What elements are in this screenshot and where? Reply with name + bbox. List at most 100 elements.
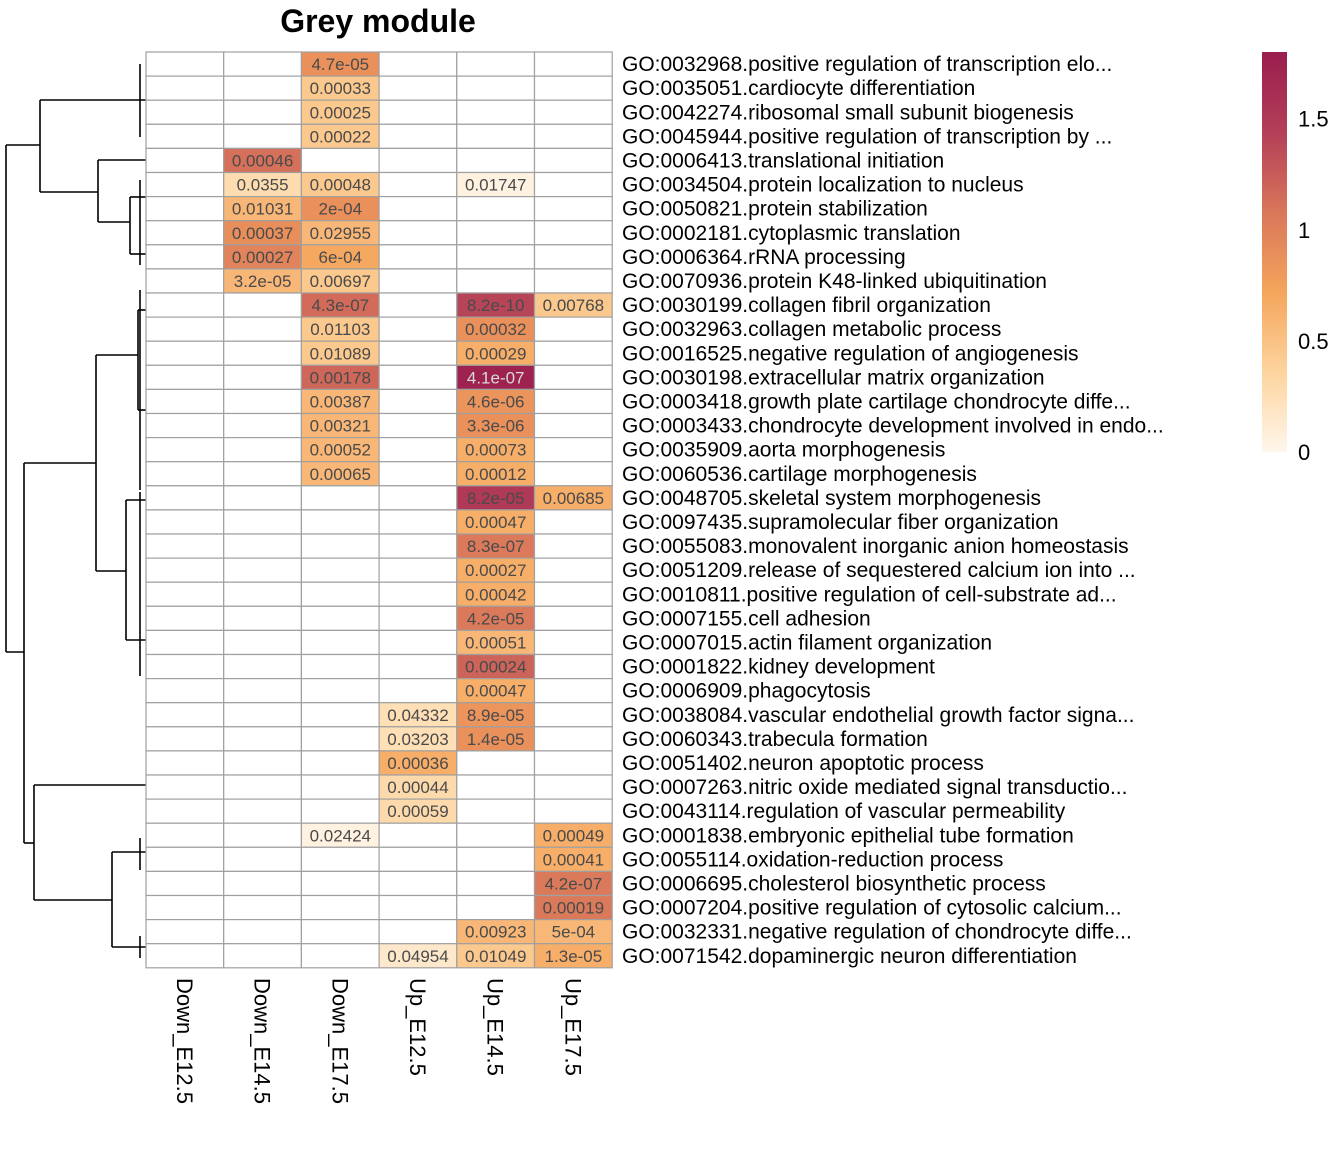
heatmap-cell [300,581,380,607]
heatmap-cell [300,485,380,511]
heatmap-cell [300,461,380,487]
row-label: GO:0051402.neuron apoptotic process [622,752,984,775]
cell-value-label: 0.00047 [465,682,526,701]
cell-value-label: 1.3e-05 [545,947,603,966]
heatmap-cell [456,244,536,270]
cell-value-label: 0.00041 [543,850,604,869]
heatmap-cell [533,605,613,631]
heatmap-cell [145,509,225,535]
heatmap-cell [378,292,458,318]
heatmap-cell [223,726,302,752]
heatmap-cell [533,894,613,921]
heatmap-cell [533,702,613,728]
heatmap-cell [145,774,225,800]
heatmap-cell [145,605,225,631]
cell-value-label: 0.01031 [232,200,293,219]
heatmap-cell [533,918,613,945]
heatmap-cell [300,99,380,125]
heatmap-cell [533,677,613,704]
heatmap-cell [300,605,380,631]
heatmap-cell [300,51,380,77]
cell-value-label: 0.00073 [465,441,526,460]
heatmap-cell [533,364,613,390]
heatmap-cell [145,340,225,366]
heatmap-cell [145,485,225,511]
cell-value-label: 0.00029 [465,344,526,363]
cell-value-label: 0.00024 [465,658,526,677]
heatmap-cell [223,75,302,101]
row-label: GO:0050821.protein stabilization [622,198,928,221]
heatmap-cell [533,171,613,198]
cell-value-label: 4.7e-05 [311,55,369,74]
heatmap-cell [223,557,302,583]
cell-value-label: 0.01747 [465,176,526,195]
heatmap-cell [145,822,225,848]
cell-value-label: 2e-04 [319,200,362,219]
heatmap-cell [300,726,380,752]
heatmap-cell [533,533,613,559]
heatmap-cell [378,364,458,390]
heatmap-cell [145,557,225,583]
heatmap-cell [533,75,613,101]
heatmap-cell [145,388,225,415]
cell-value-label: 4.1e-07 [467,368,525,387]
heatmap-cell [378,605,458,631]
heatmap-cells: 4.7e-05 0.00033 0.00025 0.00022 0.00046 0.035… [145,51,613,969]
heatmap-cell [533,461,613,487]
heatmap-cell [145,894,225,921]
heatmap-cell [223,196,302,222]
heatmap-cell [223,846,302,872]
heatmap-cell [533,774,613,800]
heatmap-cell [223,51,302,77]
column-label: Down_E14.5 [250,978,275,1104]
heatmap-cell [145,846,225,872]
cell-value-label: 0.02424 [310,826,371,845]
heatmap-cell [223,292,302,318]
column-label: Up_E17.5 [560,978,585,1076]
heatmap-cell [223,581,302,607]
row-label: GO:0055083.monovalent inorganic anion ho… [622,535,1129,558]
heatmap-cell [145,147,225,174]
heatmap-cell [533,509,613,535]
heatmap-cell [145,51,225,77]
heatmap-cell [378,943,458,969]
heatmap-cell [145,75,225,101]
cell-value-label: 0.00178 [310,368,371,387]
heatmap-cell [145,364,225,390]
heatmap-cell [456,292,536,318]
heatmap-cell [533,629,613,656]
row-labels: GO:0032968.positive regulation of transc… [622,53,1164,968]
cell-value-label: 0.00022 [310,127,371,146]
cell-value-label: 0.00044 [387,778,448,797]
row-label: GO:0060343.trabecula formation [622,728,928,751]
heatmap-cell [456,340,536,366]
heatmap-cell [456,557,536,583]
cell-value-label: 0.00321 [310,417,371,436]
heatmap-cell [145,750,225,776]
cell-value-label: 4.3e-07 [311,296,369,315]
heatmap-cell [378,533,458,559]
cell-value-label: 4.2e-07 [545,875,603,894]
heatmap-cell [456,653,536,680]
row-dendrogram [5,64,146,958]
heatmap-cell [378,268,458,294]
heatmap-cell [223,629,302,656]
heatmap-cell [300,677,380,704]
heatmap-cell [223,437,302,463]
row-label: GO:0070936.protein K48-linked ubiquitina… [622,270,1047,293]
heatmap-cell [300,220,380,246]
row-label: GO:0048705.skeletal system morphogenesis [622,487,1041,510]
heatmap-cell [378,51,458,77]
heatmap-cell [533,99,613,125]
row-label: GO:0006695.cholesterol biosynthetic proc… [622,873,1046,896]
heatmap-cell [378,726,458,752]
heatmap-cell [223,509,302,535]
row-label: GO:0003418.growth plate cartilage chondr… [622,391,1131,414]
cell-value-label: 0.00387 [310,393,371,412]
cell-value-label: 1.4e-05 [467,730,525,749]
heatmap-cell [456,388,536,415]
heatmap-cell [456,123,536,150]
heatmap-cell [378,147,458,174]
heatmap-cell [456,605,536,631]
